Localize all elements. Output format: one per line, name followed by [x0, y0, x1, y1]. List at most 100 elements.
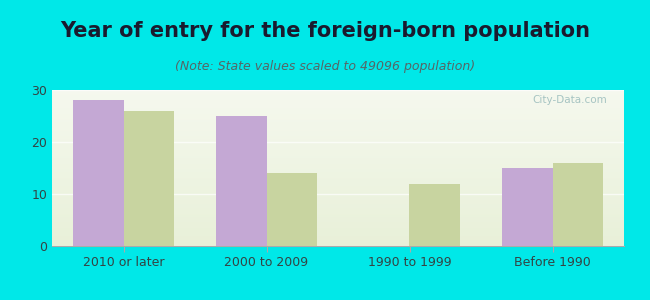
- Bar: [502, 168, 552, 246]
- Bar: [52, 149, 624, 151]
- Bar: [52, 90, 624, 92]
- Bar: [52, 116, 624, 118]
- Bar: [52, 118, 624, 120]
- Bar: [52, 226, 624, 227]
- Bar: [52, 185, 624, 187]
- Bar: [52, 238, 624, 240]
- Bar: [52, 115, 624, 116]
- Bar: [52, 95, 624, 96]
- Bar: [52, 143, 624, 145]
- Bar: [552, 163, 603, 246]
- Bar: [52, 106, 624, 107]
- Bar: [52, 206, 624, 207]
- Bar: [502, 168, 552, 246]
- Bar: [52, 103, 624, 104]
- Bar: [52, 208, 624, 210]
- Bar: [52, 148, 624, 149]
- Bar: [52, 213, 624, 215]
- Bar: [124, 111, 174, 246]
- Bar: [52, 229, 624, 230]
- Bar: [52, 124, 624, 126]
- Bar: [52, 227, 624, 229]
- Bar: [52, 191, 624, 193]
- Bar: [73, 100, 124, 246]
- Bar: [52, 230, 624, 232]
- Bar: [52, 171, 624, 173]
- Bar: [52, 165, 624, 166]
- Bar: [52, 110, 624, 112]
- Bar: [52, 241, 624, 243]
- Bar: [52, 142, 624, 143]
- Bar: [52, 126, 624, 128]
- Bar: [52, 162, 624, 163]
- Bar: [52, 221, 624, 223]
- Bar: [52, 210, 624, 212]
- Bar: [52, 113, 624, 115]
- Bar: [52, 215, 624, 216]
- Bar: [52, 169, 624, 171]
- Bar: [52, 168, 624, 170]
- Bar: [52, 204, 624, 206]
- Bar: [52, 107, 624, 109]
- Bar: [52, 187, 624, 188]
- Bar: [52, 220, 624, 221]
- Bar: [52, 182, 624, 184]
- Bar: [52, 109, 624, 110]
- Bar: [52, 155, 624, 157]
- Bar: [52, 104, 624, 106]
- Bar: [52, 112, 624, 113]
- Bar: [52, 129, 624, 130]
- Bar: [52, 179, 624, 181]
- Bar: [52, 128, 624, 129]
- Bar: [52, 167, 624, 168]
- Bar: [52, 181, 624, 182]
- Bar: [52, 174, 624, 176]
- Bar: [52, 135, 624, 137]
- Bar: [52, 160, 624, 162]
- Bar: [52, 223, 624, 224]
- Bar: [52, 199, 624, 201]
- Bar: [410, 184, 460, 246]
- Bar: [52, 224, 624, 226]
- Bar: [52, 101, 624, 103]
- Bar: [52, 145, 624, 146]
- Bar: [52, 130, 624, 132]
- Bar: [552, 163, 603, 246]
- Bar: [216, 116, 266, 246]
- Bar: [52, 177, 624, 179]
- Text: Year of entry for the foreign-born population: Year of entry for the foreign-born popul…: [60, 21, 590, 41]
- Text: (Note: State values scaled to 49096 population): (Note: State values scaled to 49096 popu…: [175, 60, 475, 73]
- Bar: [52, 152, 624, 154]
- Bar: [52, 232, 624, 233]
- Bar: [52, 134, 624, 135]
- Bar: [52, 244, 624, 246]
- Bar: [52, 196, 624, 198]
- Bar: [52, 92, 624, 93]
- Bar: [52, 98, 624, 99]
- Bar: [52, 184, 624, 185]
- Bar: [266, 173, 317, 246]
- Bar: [52, 93, 624, 95]
- Bar: [52, 193, 624, 194]
- Bar: [52, 99, 624, 101]
- Bar: [52, 137, 624, 138]
- Bar: [52, 146, 624, 148]
- Bar: [52, 123, 624, 124]
- Bar: [52, 240, 624, 241]
- Bar: [52, 198, 624, 199]
- Bar: [52, 140, 624, 142]
- Text: City-Data.com: City-Data.com: [532, 95, 607, 105]
- Bar: [52, 151, 624, 152]
- Bar: [52, 194, 624, 196]
- Bar: [52, 237, 624, 238]
- Bar: [410, 184, 460, 246]
- Legend: 49096, Michigan: 49096, Michigan: [239, 297, 437, 300]
- Bar: [52, 212, 624, 213]
- Bar: [52, 243, 624, 244]
- Bar: [52, 120, 624, 121]
- Bar: [52, 235, 624, 237]
- Bar: [52, 96, 624, 98]
- Bar: [52, 216, 624, 218]
- Bar: [52, 163, 624, 165]
- Bar: [52, 176, 624, 177]
